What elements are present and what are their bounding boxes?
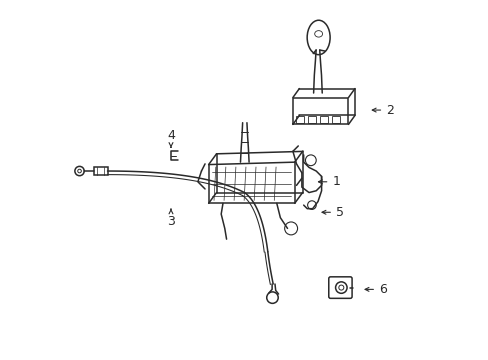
Bar [320, 116, 327, 123]
Bar [308, 116, 316, 123]
Bar [296, 116, 304, 123]
Text: 1: 1 [318, 175, 340, 188]
Text: 5: 5 [322, 206, 343, 219]
Bar [331, 116, 339, 123]
Text: 6: 6 [365, 283, 386, 296]
Text: 3: 3 [167, 209, 175, 228]
Bar [94, 167, 107, 175]
Text: 4: 4 [167, 129, 175, 147]
Text: 2: 2 [371, 104, 393, 117]
